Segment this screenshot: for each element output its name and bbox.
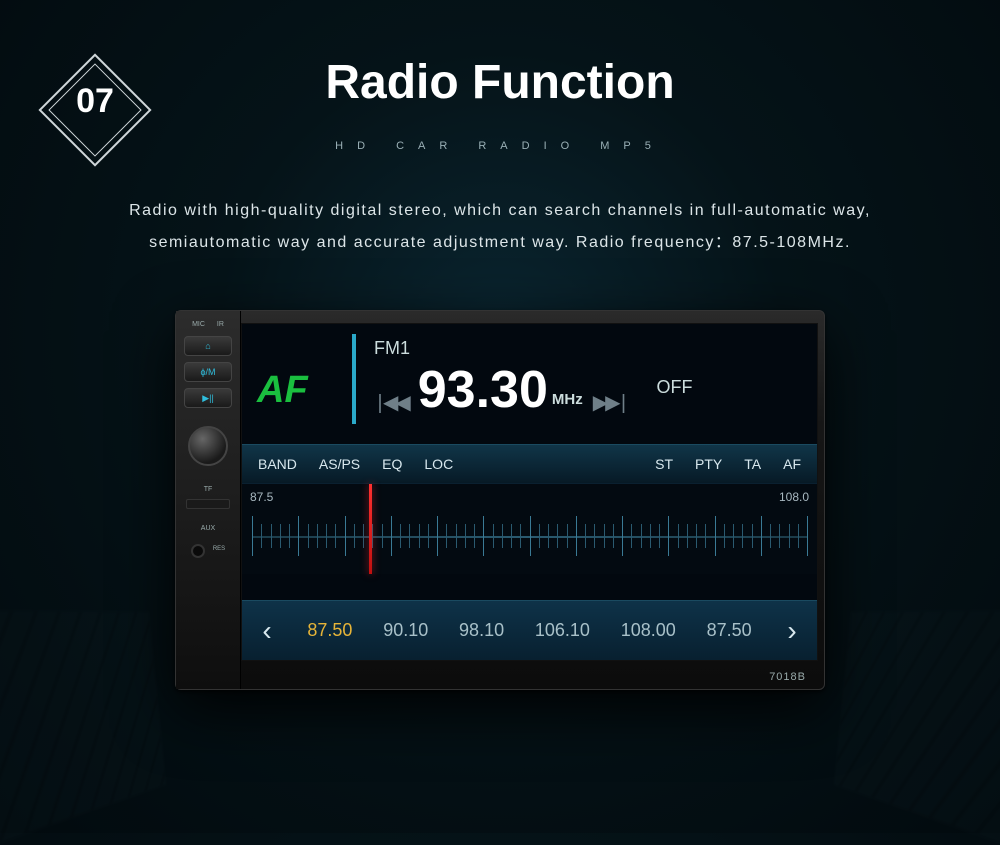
page-title: Radio Function	[0, 55, 1000, 110]
af-indicator: AF	[257, 369, 308, 412]
st-button[interactable]: ST	[649, 456, 679, 472]
preset-prev-icon[interactable]: ‹	[242, 615, 292, 647]
res-label: RES	[213, 546, 225, 552]
section-badge-number: 07	[55, 82, 135, 121]
function-button-row: BAND AS/PS EQ LOC ST PTY TA AF	[242, 444, 817, 484]
band-button[interactable]: BAND	[252, 456, 303, 472]
preset-1[interactable]: 87.50	[307, 620, 352, 641]
dial-end-label: 108.0	[779, 490, 809, 504]
preset-next-icon[interactable]: ›	[767, 615, 817, 647]
preset-5[interactable]: 108.00	[621, 620, 676, 641]
tf-slot[interactable]	[186, 499, 230, 509]
model-number: 7018B	[769, 671, 806, 683]
frequency-unit: MHz	[552, 391, 583, 408]
preset-row: ‹ 87.50 90.10 98.10 106.10 108.00 87.50 ›	[242, 600, 817, 660]
pty-button[interactable]: PTY	[689, 456, 728, 472]
ir-label: IR	[217, 321, 224, 328]
preset-4[interactable]: 106.10	[535, 620, 590, 641]
frequency-dial[interactable]: 87.5 108.0	[242, 484, 817, 574]
seek-prev-icon[interactable]: |◀◀	[374, 390, 408, 416]
power-mode-button[interactable]: ϕ/M	[184, 362, 232, 382]
seek-next-icon[interactable]: ▶▶|	[593, 390, 627, 416]
off-label: OFF	[657, 377, 693, 398]
dial-needle[interactable]	[369, 484, 372, 574]
eq-button[interactable]: EQ	[376, 456, 408, 472]
aux-jack[interactable]	[191, 544, 205, 558]
af-button[interactable]: AF	[777, 456, 807, 472]
volume-knob[interactable]	[188, 426, 228, 466]
current-frequency: 93.30 MHz	[418, 364, 583, 416]
side-panel: MIC IR ⌂ ϕ/M ▶|| TF AUX RES	[176, 311, 241, 689]
preset-list: 87.50 90.10 98.10 106.10 108.00 87.50	[292, 620, 767, 641]
play-pause-button[interactable]: ▶||	[184, 388, 232, 408]
asps-button[interactable]: AS/PS	[313, 456, 366, 472]
loc-button[interactable]: LOC	[418, 456, 459, 472]
description-text: Radio with high-quality digital stereo, …	[80, 195, 920, 259]
dial-ticks	[252, 512, 807, 562]
mic-label: MIC	[192, 321, 205, 328]
aux-label: AUX	[201, 525, 215, 532]
preset-3[interactable]: 98.10	[459, 620, 504, 641]
radio-screen[interactable]: AF FM1 |◀◀ 93.30 MHz ▶▶| OFF BAND AS/PS …	[241, 323, 818, 661]
dial-start-label: 87.5	[250, 490, 273, 504]
ta-button[interactable]: TA	[738, 456, 767, 472]
page-subtitle: HD CAR RADIO MP5	[0, 140, 1000, 152]
home-button[interactable]: ⌂	[184, 336, 232, 356]
tf-label: TF	[204, 486, 213, 493]
fm-band-label: FM1	[374, 338, 410, 359]
preset-2[interactable]: 90.10	[383, 620, 428, 641]
frequency-panel: FM1 |◀◀ 93.30 MHz ▶▶| OFF	[352, 334, 797, 424]
preset-6[interactable]: 87.50	[707, 620, 752, 641]
decor-piano-left	[0, 611, 166, 845]
decor-piano-right	[834, 611, 1000, 845]
frequency-value: 93.30	[418, 364, 548, 416]
car-radio-unit: MIC IR ⌂ ϕ/M ▶|| TF AUX RES AF FM1 |◀◀ 9…	[175, 310, 825, 690]
